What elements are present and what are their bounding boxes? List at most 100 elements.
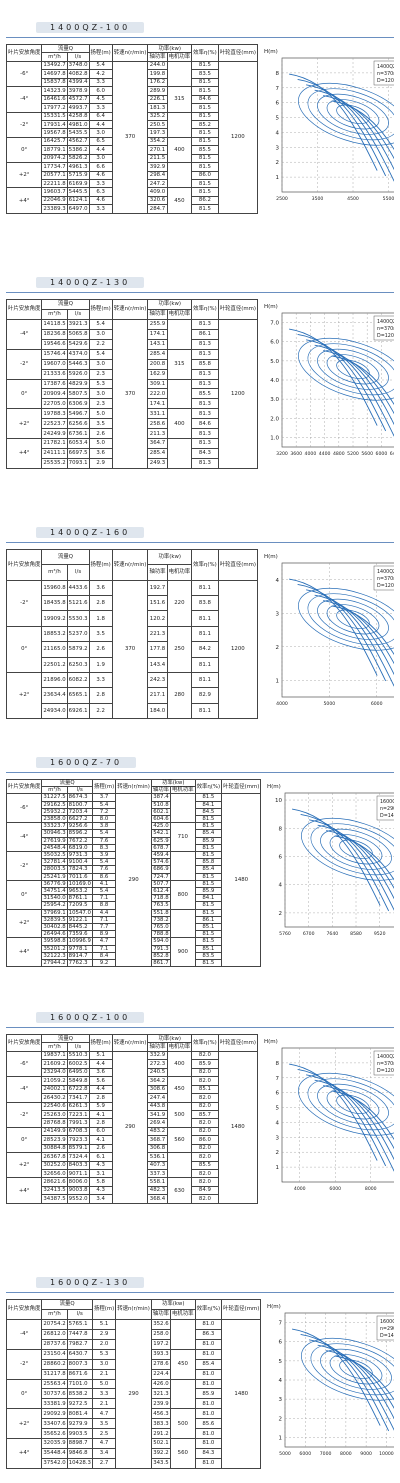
efficiency-curve (301, 1337, 394, 1401)
x-tick-label: 9520 (374, 931, 386, 937)
efficiency-curve (317, 1083, 389, 1125)
angle-cell: 0° (5, 879, 43, 910)
cell: 3.0 (88, 388, 113, 400)
x-tick-label: 9000 (361, 1451, 373, 1457)
cell: 22705.0 (41, 398, 68, 410)
header-cell: 叶片安放角度 (5, 1034, 43, 1052)
cell: 226.1 (147, 94, 168, 105)
cell: 85.1 (194, 923, 223, 932)
cell: 120.2 (147, 610, 168, 627)
cell: 7824.3 (66, 865, 93, 874)
data-row: 28003.5 7824.3 7.6 686.9 85.4 (7, 865, 261, 874)
cell: 83.5 (191, 69, 219, 79)
cell: 551.8 (150, 908, 172, 917)
cell: 84.6 (191, 418, 219, 430)
header-cell: l/s (66, 564, 90, 581)
info-box (377, 1315, 394, 1341)
data-row: 34387.5 9552.0 3.4 368.4 82.0 (7, 1194, 258, 1204)
cell: 84.6 (191, 94, 219, 105)
section-title: 1400QZ-100 (36, 22, 145, 33)
header-cell: 叶片安放角度 (5, 299, 43, 320)
header-cell: 叶轮直径(mm) (217, 1034, 258, 1052)
cell: 5445.5 (66, 187, 90, 197)
cell: 341.9 (147, 1109, 168, 1120)
angle-cell: +2° (5, 1408, 43, 1440)
data-row: -4° 14118.5 3921.3 5.4 370 255.9 81.3 1200 (5, 318, 258, 470)
chart-info: D=1480mm (380, 1333, 394, 1339)
cell: 85.9 (191, 1059, 219, 1069)
motor-cell: 800 (170, 879, 196, 910)
header-cell: 叶片安放角度 (5, 44, 43, 62)
angle-cell: -4° (5, 86, 43, 113)
header-cell: 扬程(m) (91, 778, 117, 795)
chart-info: n=290r/min (380, 1326, 394, 1332)
header-cell: 转速n(r/min) (111, 549, 149, 581)
cell: 81.3 (191, 438, 219, 450)
cell: 81.5 (191, 187, 219, 197)
cell: 3.5 (91, 1418, 117, 1430)
header-cell: 流量Q (41, 1299, 93, 1310)
motor-cell: 250 (166, 625, 193, 673)
angle-cell: -6° (5, 1050, 43, 1078)
cell: 82.0 (191, 1194, 219, 1204)
cell: 22501.2 (41, 656, 68, 673)
cell: 7.6 (91, 865, 117, 874)
head-curve (314, 594, 394, 676)
y-tick-label: 5 (275, 1106, 279, 1112)
data-row: 32781.4 9100.4 5.4 574.6 85.8 (7, 858, 261, 867)
y-tick-label: 2 (275, 645, 279, 651)
cell: 3.0 (88, 358, 113, 370)
section-title: 1400QZ-130 (36, 277, 145, 288)
head-curve (314, 89, 394, 171)
header-cell: 效率η(%) (191, 299, 219, 320)
head-curve (306, 589, 394, 687)
cell: 6053.4 (66, 438, 90, 450)
cell: 8596.2 (66, 829, 93, 838)
cell: 8671.6 (66, 1368, 93, 1380)
info-box (373, 60, 394, 86)
cell: 7101.0 (66, 1378, 93, 1390)
efficiency-curve (330, 1354, 383, 1385)
cell: 81.5 (194, 930, 223, 939)
header-cell: 电机功率 (166, 52, 193, 62)
cell: 85.8 (194, 858, 223, 867)
head-curve (317, 1344, 394, 1419)
cell: 542.1 (150, 829, 172, 838)
motor-cell: 560 (166, 1126, 193, 1154)
cell: 9846.8 (66, 1448, 93, 1459)
y-axis-label: H(m) (264, 1039, 278, 1045)
cell: 5.4 (91, 858, 117, 867)
angle-cell: +4° (5, 1177, 43, 1204)
cell: 258.6 (147, 418, 168, 430)
section-header: 1600QZ-130 (6, 1277, 394, 1293)
header-cell: 流量Q (41, 548, 90, 566)
spec-table: 叶片安放角度 流量Q 扬程(m) 转速n(r/min) 功率(kw) 效率η(%) 叶轮直径… (5, 778, 262, 968)
y-tick-label: 7 (279, 1321, 283, 1327)
cell: 82.0 (191, 1143, 219, 1154)
cell: 6708.3 (66, 1126, 90, 1137)
cell: 84.9 (191, 1185, 219, 1196)
cell: 285.4 (147, 448, 168, 459)
head-curve (306, 339, 394, 437)
cell: 81.5 (194, 851, 223, 860)
cell: 85.5 (191, 145, 219, 155)
cell: 6722.8 (66, 1084, 90, 1095)
angle-cell: -2° (5, 1348, 43, 1380)
cell: 17387.6 (41, 378, 68, 390)
cell: 84.3 (191, 448, 219, 459)
cell: 81.5 (191, 162, 219, 172)
cell: 81.3 (191, 318, 219, 330)
motor-cell: 400 (166, 408, 193, 440)
efficiency-curve (320, 1348, 393, 1390)
cell: 84.2 (191, 641, 219, 658)
efficiency-curve (297, 337, 394, 401)
data-row: +4° 39598.8 10996.9 4.7 594.0 900 81.5 (5, 937, 261, 968)
cell: 6.1 (88, 1152, 113, 1162)
cell: 15331.5 (41, 111, 68, 121)
data-row: 35652.6 9903.5 2.5 291.2 81.0 (7, 1428, 261, 1440)
cell: 224.4 (150, 1368, 172, 1380)
header-cell: 叶轮直径(mm) (217, 299, 258, 320)
cell: 272.3 (147, 1059, 168, 1069)
header-cell: 流量Q (41, 778, 93, 788)
data-row: -4° 20754.2 5765.1 5.1 290 352.6 81.0 1480 (5, 1318, 262, 1470)
